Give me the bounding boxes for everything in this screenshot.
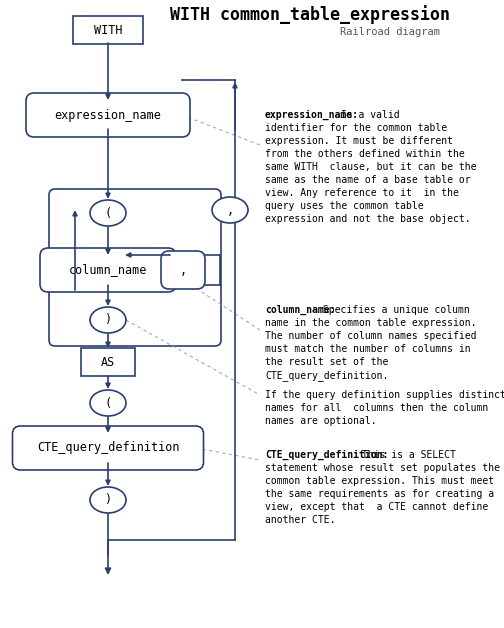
FancyBboxPatch shape [26,93,190,137]
Text: the result set of the: the result set of the [265,357,389,367]
Text: column_name: column_name [69,264,147,276]
Text: must match the number of columns in: must match the number of columns in [265,344,471,354]
Text: CTE_query_definition:: CTE_query_definition: [265,450,389,460]
Ellipse shape [212,197,248,223]
Text: The number of column names specified: The number of column names specified [265,331,476,341]
Text: expression and not the base object.: expression and not the base object. [265,214,471,224]
Text: Is a valid: Is a valid [335,110,399,120]
Text: names are optional.: names are optional. [265,416,376,426]
Text: If the query definition supplies distinct: If the query definition supplies distinc… [265,390,504,400]
Text: another CTE.: another CTE. [265,515,336,525]
Text: ,: , [226,203,233,217]
Text: expression_name: expression_name [54,109,161,121]
Text: statement whose result set populates the: statement whose result set populates the [265,463,500,473]
FancyBboxPatch shape [13,426,204,470]
Text: ,: , [179,264,186,276]
Text: expression_name:: expression_name: [265,110,359,120]
Text: query uses the common table: query uses the common table [265,201,424,211]
Ellipse shape [90,307,126,333]
Text: WITH: WITH [94,23,122,36]
FancyBboxPatch shape [81,348,135,376]
Text: same WITH  clause, but it can be the: same WITH clause, but it can be the [265,162,476,172]
FancyBboxPatch shape [40,248,176,292]
Text: same as the name of a base table or: same as the name of a base table or [265,175,471,185]
Text: name in the common table expression.: name in the common table expression. [265,318,476,328]
Ellipse shape [90,487,126,513]
Text: CTE_query_definition: CTE_query_definition [37,441,179,455]
FancyBboxPatch shape [73,16,143,44]
Ellipse shape [90,390,126,416]
Text: CTE_query_definition.: CTE_query_definition. [265,370,389,381]
Text: identifier for the common table: identifier for the common table [265,123,447,133]
Text: This is a SELECT: This is a SELECT [356,450,456,460]
Text: ): ) [104,494,111,507]
Text: (: ( [104,396,111,409]
FancyBboxPatch shape [161,251,205,289]
Text: the same requirements as for creating a: the same requirements as for creating a [265,489,494,499]
Ellipse shape [90,200,126,226]
Text: AS: AS [101,355,115,369]
Text: common table expression. This must meet: common table expression. This must meet [265,476,494,486]
Text: column_name:: column_name: [265,305,336,315]
Text: (: ( [104,207,111,220]
Text: from the others defined within the: from the others defined within the [265,149,465,159]
Text: view, except that  a CTE cannot define: view, except that a CTE cannot define [265,502,488,512]
Text: names for all  columns then the column: names for all columns then the column [265,403,488,413]
Text: ): ) [104,313,111,327]
Text: view. Any reference to it  in the: view. Any reference to it in the [265,188,459,198]
Text: Railroad diagram: Railroad diagram [340,27,440,37]
Text: WITH common_table_expression: WITH common_table_expression [170,6,450,24]
Text: Specifies a unique column: Specifies a unique column [317,305,470,315]
Text: expression. It must be different: expression. It must be different [265,136,453,146]
